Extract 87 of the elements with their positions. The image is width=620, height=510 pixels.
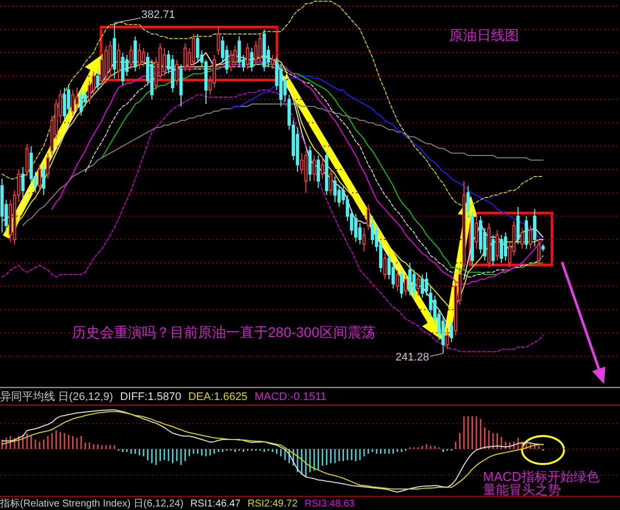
candlestick	[491, 234, 495, 266]
candlestick	[171, 54, 174, 93]
candlestick	[316, 154, 320, 189]
candlestick	[142, 48, 146, 68]
candlestick	[175, 59, 178, 86]
candlestick	[537, 239, 540, 266]
candlestick	[104, 45, 108, 84]
candlestick	[416, 274, 420, 296]
candlestick	[71, 90, 74, 116]
candlestick	[38, 164, 42, 191]
annotation: 241.28	[396, 351, 430, 364]
candlestick	[196, 34, 200, 63]
candlestick	[233, 45, 237, 68]
candlestick	[25, 143, 29, 177]
candlestick	[496, 230, 499, 262]
candlestick	[474, 216, 478, 250]
candlestick	[270, 54, 274, 70]
candlestick	[75, 87, 79, 112]
candlestick	[383, 253, 387, 280]
candlestick	[466, 185, 470, 219]
candlestick	[308, 146, 312, 182]
chart-title: 原油日线图	[449, 27, 519, 43]
candlestick	[129, 45, 133, 70]
annotation: 量能冒头之势	[483, 482, 561, 497]
candlestick	[520, 227, 524, 250]
candlestick	[258, 34, 262, 63]
text: DEA:1.6625	[188, 391, 248, 403]
candlestick	[366, 204, 370, 231]
candlestick	[229, 50, 233, 72]
candlestick	[408, 262, 412, 296]
text: RSI1:46.47	[190, 498, 241, 510]
candlestick	[396, 269, 400, 292]
candlestick	[354, 213, 358, 242]
candlestick	[96, 68, 100, 91]
candlestick	[192, 34, 196, 68]
candlestick	[470, 210, 474, 266]
candlestick	[333, 176, 337, 203]
candlestick	[404, 274, 408, 296]
text: RSI2:49.72	[247, 498, 298, 510]
candlestick	[184, 42, 187, 72]
text: RSI3:48.63	[304, 498, 355, 510]
candlestick	[487, 222, 491, 268]
series-label: DIFF:1.5870	[120, 391, 182, 403]
candlestick	[179, 64, 183, 107]
text: 382.71	[141, 8, 176, 21]
candlestick	[138, 42, 142, 70]
candlestick	[112, 22, 116, 79]
candlestick	[504, 232, 508, 262]
candlestick	[446, 328, 449, 350]
candlestick	[0, 178, 4, 234]
candlestick	[500, 234, 504, 264]
candlestick	[533, 208, 536, 248]
candlestick	[325, 150, 328, 196]
text: 指标(Relative Strength Index) 日(6,12,24)	[0, 498, 184, 510]
candlestick	[46, 152, 50, 180]
candlestick	[400, 269, 404, 298]
candlestick	[62, 87, 66, 121]
candlestick	[67, 84, 70, 116]
annotation: 历史会重演吗？目前原油一直于280-300区间震荡	[72, 324, 376, 340]
candlestick	[462, 180, 466, 270]
candlestick	[216, 26, 220, 56]
candlestick	[320, 157, 324, 180]
candlestick	[304, 150, 308, 194]
candlestick	[362, 227, 366, 252]
candlestick	[262, 28, 266, 72]
candlestick	[121, 52, 124, 86]
candlestick	[162, 48, 166, 77]
candlestick	[246, 42, 250, 70]
candlestick	[450, 320, 454, 343]
candlestick	[250, 48, 254, 72]
candlestick	[116, 42, 120, 82]
candlestick	[42, 164, 46, 196]
candlestick	[524, 216, 528, 250]
candlestick	[312, 154, 316, 182]
candlestick	[80, 90, 83, 116]
candlestick	[420, 274, 424, 298]
text: MACD:-0.1511	[254, 391, 326, 403]
annotation: MACD指标开始绿色	[483, 469, 600, 484]
chart-title: 异同平均线 日(26,12,9)	[0, 390, 114, 403]
candlestick	[21, 166, 25, 198]
candlestick	[541, 244, 545, 252]
candlestick	[424, 272, 428, 296]
candlestick	[516, 206, 520, 245]
candlestick	[329, 168, 332, 196]
candlestick	[238, 36, 241, 68]
candlestick	[134, 36, 137, 72]
candlestick	[528, 225, 532, 250]
